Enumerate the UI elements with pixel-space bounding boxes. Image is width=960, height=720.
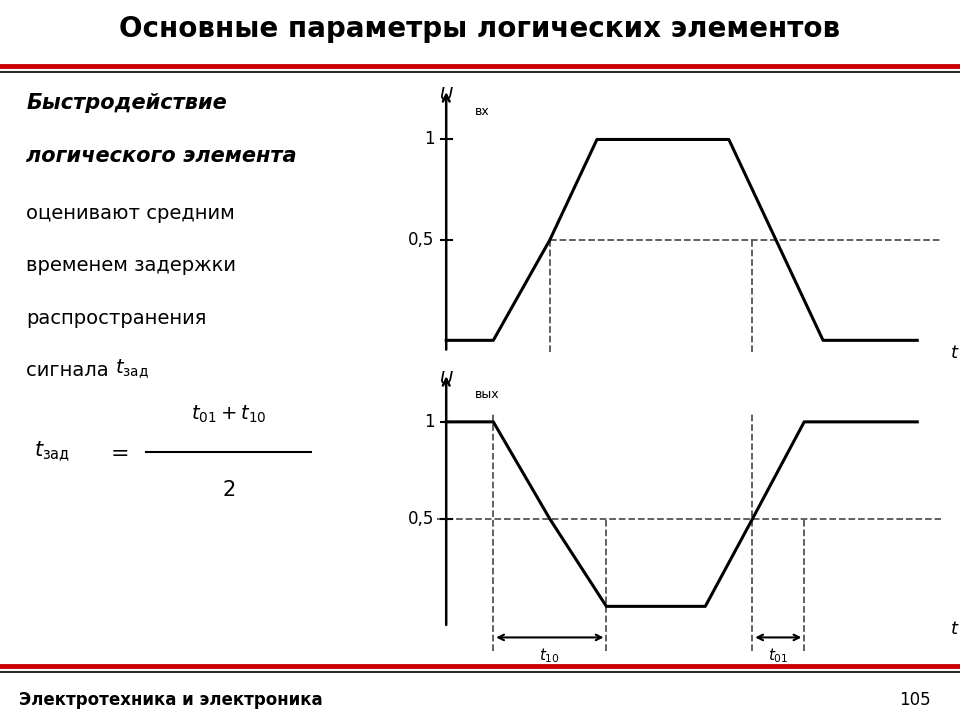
Text: вх: вх [474,105,490,118]
Text: $t_{01}$: $t_{01}$ [768,646,788,665]
Text: распространения: распространения [26,309,206,328]
Text: $t_{\mathrm{зад}}$: $t_{\mathrm{зад}}$ [115,359,149,382]
Text: $t$: $t$ [950,620,960,638]
Text: $2$: $2$ [222,480,235,500]
Text: логического элемента: логического элемента [26,145,297,166]
Text: 1: 1 [423,413,435,431]
Text: $t_{\mathrm{зад}}$: $t_{\mathrm{зад}}$ [35,440,70,464]
Text: временем задержки: временем задержки [26,256,236,275]
Text: $U$: $U$ [439,86,454,104]
Text: $t_{01} + t_{10}$: $t_{01} + t_{10}$ [191,403,266,425]
Text: 105: 105 [900,691,931,709]
Text: сигнала: сигнала [26,361,115,380]
Text: $U$: $U$ [439,370,454,388]
Text: 0,5: 0,5 [408,510,435,528]
Text: вых: вых [474,388,499,401]
Text: Электротехника и электроника: Электротехника и электроника [19,691,323,709]
Text: $=$: $=$ [106,442,129,462]
Text: 0,5: 0,5 [408,231,435,249]
Text: Основные параметры логических элементов: Основные параметры логических элементов [119,14,841,42]
Text: $t_{10}$: $t_{10}$ [540,646,561,665]
Text: Быстродействие: Быстродействие [26,93,227,113]
Text: $t$: $t$ [950,344,960,362]
Text: 1: 1 [423,130,435,148]
Text: оценивают средним: оценивают средним [26,204,235,223]
